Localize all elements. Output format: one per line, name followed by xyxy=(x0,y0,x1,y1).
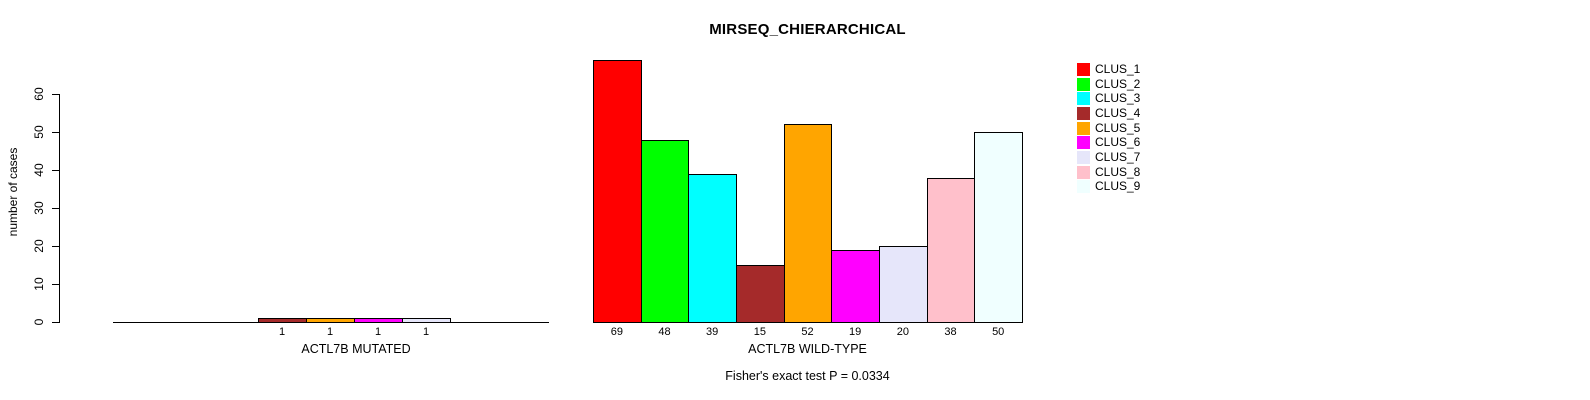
bar-value-label: 52 xyxy=(801,326,814,338)
legend-item: CLUS_4 xyxy=(1077,106,1140,121)
bar-value-label: 38 xyxy=(944,326,957,338)
y-axis-tick-label: 40 xyxy=(32,163,46,177)
y-axis-tick-label: 50 xyxy=(32,125,46,139)
fisher-test-annotation: Fisher's exact test P = 0.0334 xyxy=(725,369,890,383)
bar-value-label: 50 xyxy=(992,326,1005,338)
legend-swatch xyxy=(1077,180,1090,194)
group-label: ACTL7B MUTATED xyxy=(301,342,411,356)
legend-swatch xyxy=(1077,92,1090,106)
legend-swatch xyxy=(1077,136,1090,150)
legend-item-label: CLUS_7 xyxy=(1095,149,1141,164)
bar-value-label: 15 xyxy=(753,326,766,338)
legend-item-label: CLUS_2 xyxy=(1095,76,1141,91)
legend-item: CLUS_7 xyxy=(1077,150,1140,165)
y-axis-line xyxy=(59,94,60,323)
legend-item-label: CLUS_9 xyxy=(1095,179,1141,194)
bar-value-label: 1 xyxy=(374,326,382,338)
bar-clus_1 xyxy=(593,59,642,323)
bar-clus_2 xyxy=(640,139,690,323)
y-axis-tick xyxy=(52,132,59,133)
bar-clus_6 xyxy=(354,318,403,323)
legend-item-label: CLUS_5 xyxy=(1095,120,1141,135)
legend-item: CLUS_1 xyxy=(1077,62,1140,77)
y-axis-tick xyxy=(52,322,59,323)
y-axis-tick xyxy=(52,208,59,209)
bar-clus_5 xyxy=(306,318,355,323)
bar-value-label: 1 xyxy=(278,326,286,338)
bar-clus_4 xyxy=(258,318,307,323)
legend-item-label: CLUS_4 xyxy=(1095,105,1141,120)
bar-clus_9 xyxy=(974,132,1024,323)
bar-clus_4 xyxy=(736,265,785,323)
y-axis-tick-label: 10 xyxy=(32,277,46,291)
legend-swatch xyxy=(1077,150,1090,164)
chart-title: MIRSEQ_CHIERARCHICAL xyxy=(709,21,906,38)
legend-swatch xyxy=(1077,77,1090,91)
legend-item-label: CLUS_6 xyxy=(1095,135,1141,150)
legend-item: CLUS_6 xyxy=(1077,135,1140,150)
y-axis-tick xyxy=(52,246,59,247)
legend-item: CLUS_9 xyxy=(1077,180,1140,195)
legend-item-label: CLUS_3 xyxy=(1095,91,1141,106)
bar-value-label: 20 xyxy=(896,326,909,338)
legend-swatch xyxy=(1077,62,1090,76)
bar-value-label: 39 xyxy=(706,326,719,338)
bar-clus_5 xyxy=(783,124,833,323)
bar-clus_6 xyxy=(831,249,880,323)
bar-clus_3 xyxy=(688,173,737,323)
legend-item-label: CLUS_1 xyxy=(1095,61,1141,76)
bar-value-label: 69 xyxy=(610,326,623,338)
legend-swatch xyxy=(1077,106,1090,120)
y-axis-tick xyxy=(52,284,59,285)
legend-item: CLUS_3 xyxy=(1077,91,1140,106)
legend-swatch xyxy=(1077,165,1090,179)
y-axis-tick-label: 20 xyxy=(32,239,46,253)
legend: CLUS_1 CLUS_2 CLUS_3 CLUS_4 CLUS_5 CLUS_6 CLUS… xyxy=(1077,62,1140,194)
bar-clus_8 xyxy=(926,177,976,323)
y-axis-tick xyxy=(52,94,59,95)
legend-item: CLUS_2 xyxy=(1077,77,1140,92)
y-axis-label: number of cases xyxy=(6,147,20,237)
y-axis-tick-label: 60 xyxy=(32,87,46,101)
bar-clus_7 xyxy=(879,246,928,323)
bar-value-label: 19 xyxy=(849,326,862,338)
group-label: ACTL7B WILD-TYPE xyxy=(748,342,867,356)
bar-clus_7 xyxy=(402,318,451,323)
y-axis-tick-label: 0 xyxy=(32,318,46,326)
y-axis-tick xyxy=(52,170,59,171)
legend-swatch xyxy=(1077,121,1090,135)
legend-item-label: CLUS_8 xyxy=(1095,164,1141,179)
legend-item: CLUS_5 xyxy=(1077,121,1140,136)
bar-value-label: 1 xyxy=(326,326,334,338)
bar-value-label: 1 xyxy=(422,326,430,338)
legend-item: CLUS_8 xyxy=(1077,165,1140,180)
bar-value-label: 48 xyxy=(658,326,671,338)
y-axis-tick-label: 30 xyxy=(32,201,46,215)
